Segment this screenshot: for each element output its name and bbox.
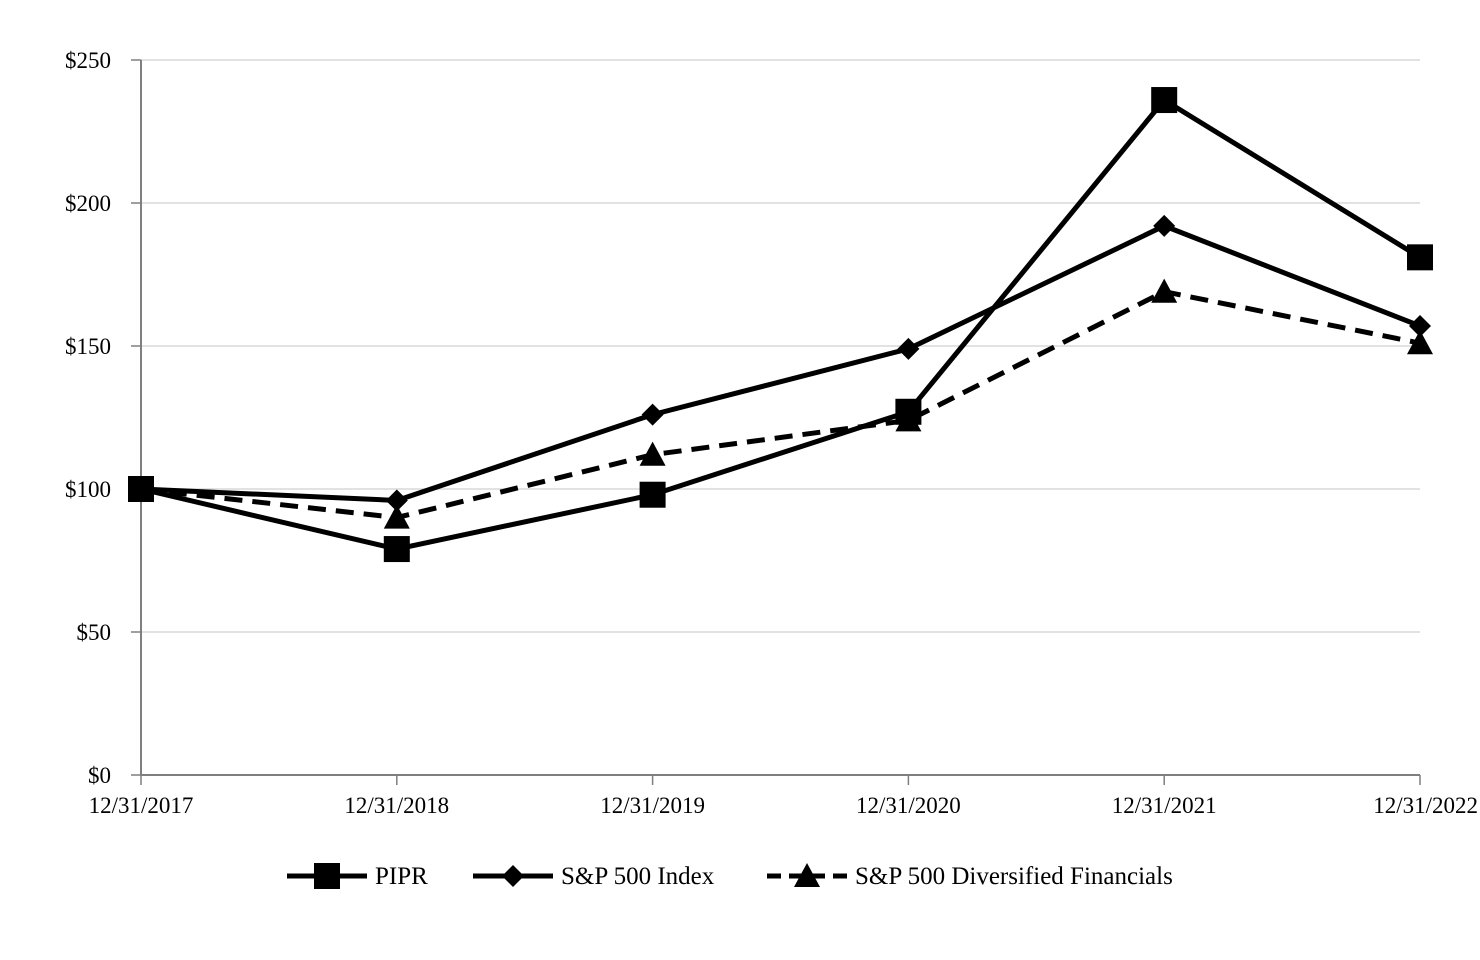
x-tick-label: 12/31/2018 (344, 793, 449, 818)
x-tick-label: 12/31/2020 (856, 793, 961, 818)
data-point-square (895, 398, 922, 425)
legend-marker-triangle (794, 863, 820, 888)
series-line-0 (140, 96, 1422, 552)
data-point-triangle (1407, 330, 1433, 355)
legend-item: S&P 500 Diversified Financials (767, 863, 1173, 890)
data-point-diamond (130, 478, 152, 500)
data-point-diamond (641, 403, 664, 426)
data-point-diamond (1153, 214, 1176, 237)
legend-item: S&P 500 Index (473, 863, 715, 890)
x-tick-label: 12/31/2019 (600, 793, 705, 818)
legend-marker-square (314, 863, 340, 889)
y-tick-label: $250 (65, 48, 111, 73)
legend-marker-diamond (502, 865, 524, 887)
data-point-square (383, 536, 410, 563)
y-tick-label: $50 (77, 620, 112, 645)
data-point-square (1407, 244, 1433, 271)
axes: $0 $50 $100 $150 $200 $250 12/31/2017 12/31/201… (65, 48, 1478, 818)
legend: PIPR S&P 500 Index S&P 500 Diversified Fin… (287, 863, 1173, 890)
x-tick-label: 12/31/2021 (1112, 793, 1217, 818)
data-point-diamond (1409, 314, 1431, 337)
data-point-diamond (897, 337, 920, 360)
data-point-square (639, 481, 666, 508)
gridlines (141, 59, 1420, 633)
series-line-2 (140, 289, 1421, 521)
x-tick-label: 12/31/2017 (89, 793, 194, 818)
series-line-1 (140, 223, 1421, 503)
y-tick-label: $100 (65, 477, 111, 502)
y-tick-label: $0 (88, 763, 111, 788)
legend-label: PIPR (375, 863, 428, 890)
data-point-square (1151, 87, 1178, 114)
y-tick-label: $200 (65, 191, 111, 216)
x-tick-label: 12/31/2022 (1373, 793, 1478, 818)
series-lines (140, 96, 1422, 552)
legend-item: PIPR (287, 863, 428, 890)
series-markers (128, 87, 1433, 563)
data-point-diamond (385, 489, 408, 512)
y-tick-label: $150 (65, 334, 111, 359)
data-point-triangle (383, 504, 410, 529)
data-point-triangle (1151, 278, 1178, 303)
legend-label: S&P 500 Diversified Financials (855, 863, 1173, 890)
legend-label: S&P 500 Index (561, 863, 715, 890)
data-point-triangle (639, 441, 666, 466)
